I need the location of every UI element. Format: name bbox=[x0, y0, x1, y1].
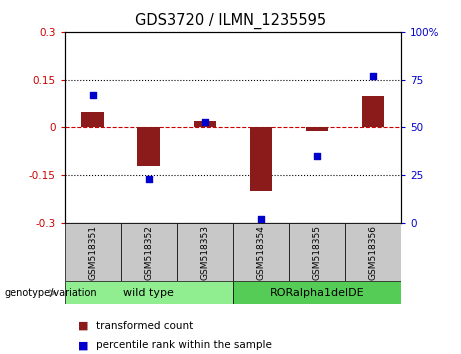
Text: GSM518356: GSM518356 bbox=[368, 225, 378, 280]
Text: ■: ■ bbox=[78, 321, 89, 331]
Bar bbox=[233, 223, 289, 281]
Text: percentile rank within the sample: percentile rank within the sample bbox=[96, 340, 272, 350]
Text: GSM518355: GSM518355 bbox=[313, 225, 321, 280]
Bar bbox=[82, 112, 104, 127]
Bar bbox=[194, 121, 216, 127]
Bar bbox=[137, 127, 160, 166]
Text: RORalpha1delDE: RORalpha1delDE bbox=[270, 288, 364, 298]
Text: genotype/variation: genotype/variation bbox=[5, 288, 97, 298]
Bar bbox=[250, 127, 272, 191]
Point bbox=[257, 216, 265, 222]
Text: GSM518353: GSM518353 bbox=[200, 225, 209, 280]
Point bbox=[369, 73, 377, 79]
Text: ■: ■ bbox=[78, 340, 89, 350]
Bar bbox=[65, 281, 233, 304]
Bar bbox=[177, 223, 233, 281]
Text: GSM518351: GSM518351 bbox=[88, 225, 97, 280]
Bar bbox=[121, 223, 177, 281]
Text: GSM518354: GSM518354 bbox=[256, 225, 266, 280]
Bar bbox=[306, 127, 328, 131]
Bar bbox=[345, 223, 401, 281]
Bar bbox=[289, 223, 345, 281]
Text: wild type: wild type bbox=[123, 288, 174, 298]
Point bbox=[201, 119, 208, 125]
Text: GSM518352: GSM518352 bbox=[144, 225, 153, 280]
Bar bbox=[65, 223, 121, 281]
Bar bbox=[362, 96, 384, 127]
Point bbox=[89, 92, 96, 98]
Point bbox=[313, 153, 321, 159]
Text: GDS3720 / ILMN_1235595: GDS3720 / ILMN_1235595 bbox=[135, 12, 326, 29]
Text: transformed count: transformed count bbox=[96, 321, 193, 331]
Point bbox=[145, 176, 152, 182]
Bar bbox=[233, 281, 401, 304]
